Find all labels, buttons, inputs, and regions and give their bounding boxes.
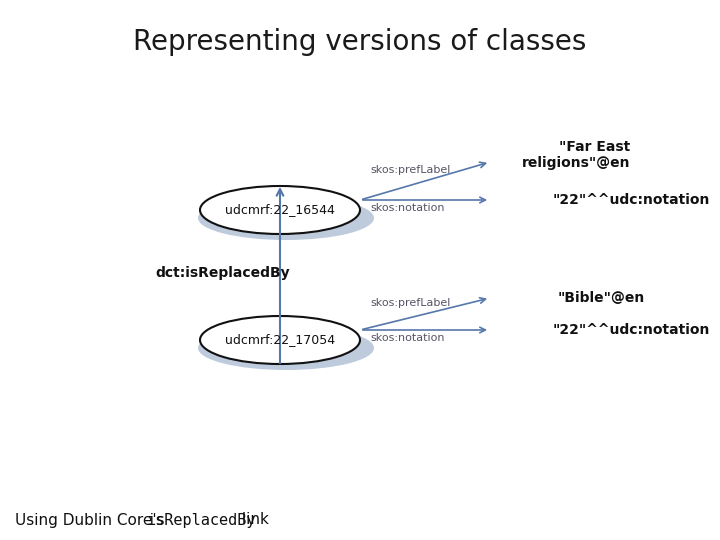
Text: link: link (237, 512, 269, 528)
Text: "Far East
religions"@en: "Far East religions"@en (521, 140, 630, 170)
Ellipse shape (198, 196, 374, 240)
Text: skos:prefLabel: skos:prefLabel (370, 165, 451, 175)
Text: "22"^^udc:notation: "22"^^udc:notation (553, 323, 710, 337)
Text: "22"^^udc:notation: "22"^^udc:notation (553, 193, 710, 207)
Ellipse shape (198, 326, 374, 370)
Text: "Bible"@en: "Bible"@en (558, 291, 645, 305)
Text: skos:prefLabel: skos:prefLabel (370, 298, 451, 308)
Text: skos:notation: skos:notation (370, 203, 444, 213)
Ellipse shape (200, 186, 360, 234)
Text: Representing versions of classes: Representing versions of classes (133, 28, 587, 56)
Text: udcmrf:22_17054: udcmrf:22_17054 (225, 334, 335, 347)
Text: skos:notation: skos:notation (370, 333, 444, 343)
Text: udcmrf:22_16544: udcmrf:22_16544 (225, 204, 335, 217)
Text: Using Dublin Core's: Using Dublin Core's (15, 512, 169, 528)
Text: dct:isReplacedBy: dct:isReplacedBy (155, 266, 289, 280)
Text: isReplacedBy: isReplacedBy (147, 512, 256, 528)
Ellipse shape (200, 316, 360, 364)
